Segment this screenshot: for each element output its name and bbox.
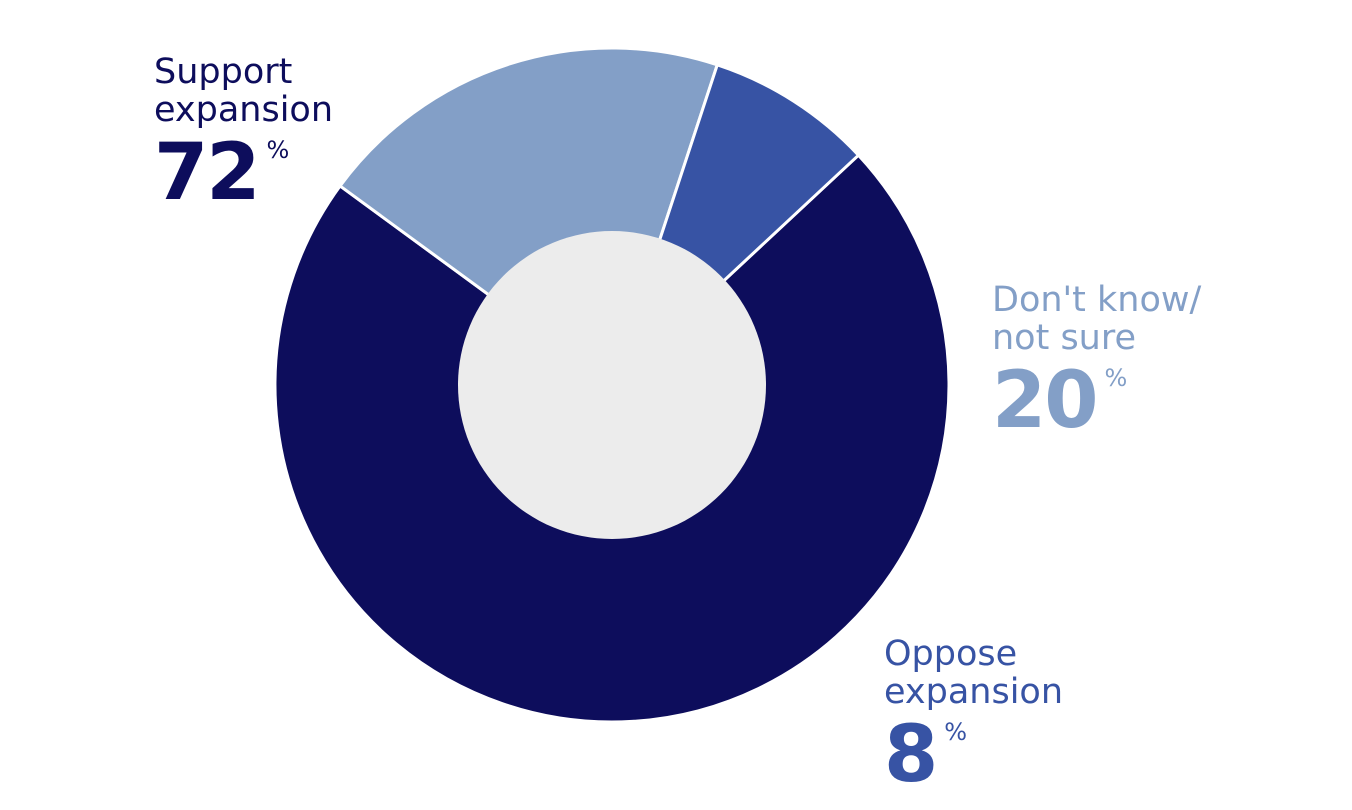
slice-label-line2: expansion bbox=[154, 89, 334, 130]
slice-label-line1: Don't know/ bbox=[992, 280, 1202, 320]
slice-value: 8% bbox=[884, 716, 1063, 794]
slice-value: 20% bbox=[992, 362, 1201, 440]
label-oppose-expansion: Oppose expansion 8% bbox=[884, 634, 1064, 794]
slice-label-line2: not sure bbox=[992, 317, 1137, 358]
slice-value-unit: % bbox=[266, 135, 290, 164]
slice-value: 72% bbox=[154, 134, 333, 212]
label-support-expansion: Support expansion 72% bbox=[154, 52, 334, 212]
label-dont-know-not-sure: Don't know/ not sure 20% bbox=[992, 280, 1202, 440]
slice-value-number: 72 bbox=[154, 127, 261, 218]
slice-label-line2: expansion bbox=[884, 671, 1064, 712]
slice-label-line1: Oppose bbox=[884, 634, 1018, 674]
slice-value-number: 8 bbox=[884, 709, 938, 800]
slice-value-number: 20 bbox=[992, 355, 1099, 446]
slice-value-unit: % bbox=[944, 717, 968, 746]
donut-hole bbox=[458, 231, 766, 539]
slice-value-unit: % bbox=[1104, 363, 1128, 392]
slice-label-line1: Support bbox=[154, 52, 293, 92]
